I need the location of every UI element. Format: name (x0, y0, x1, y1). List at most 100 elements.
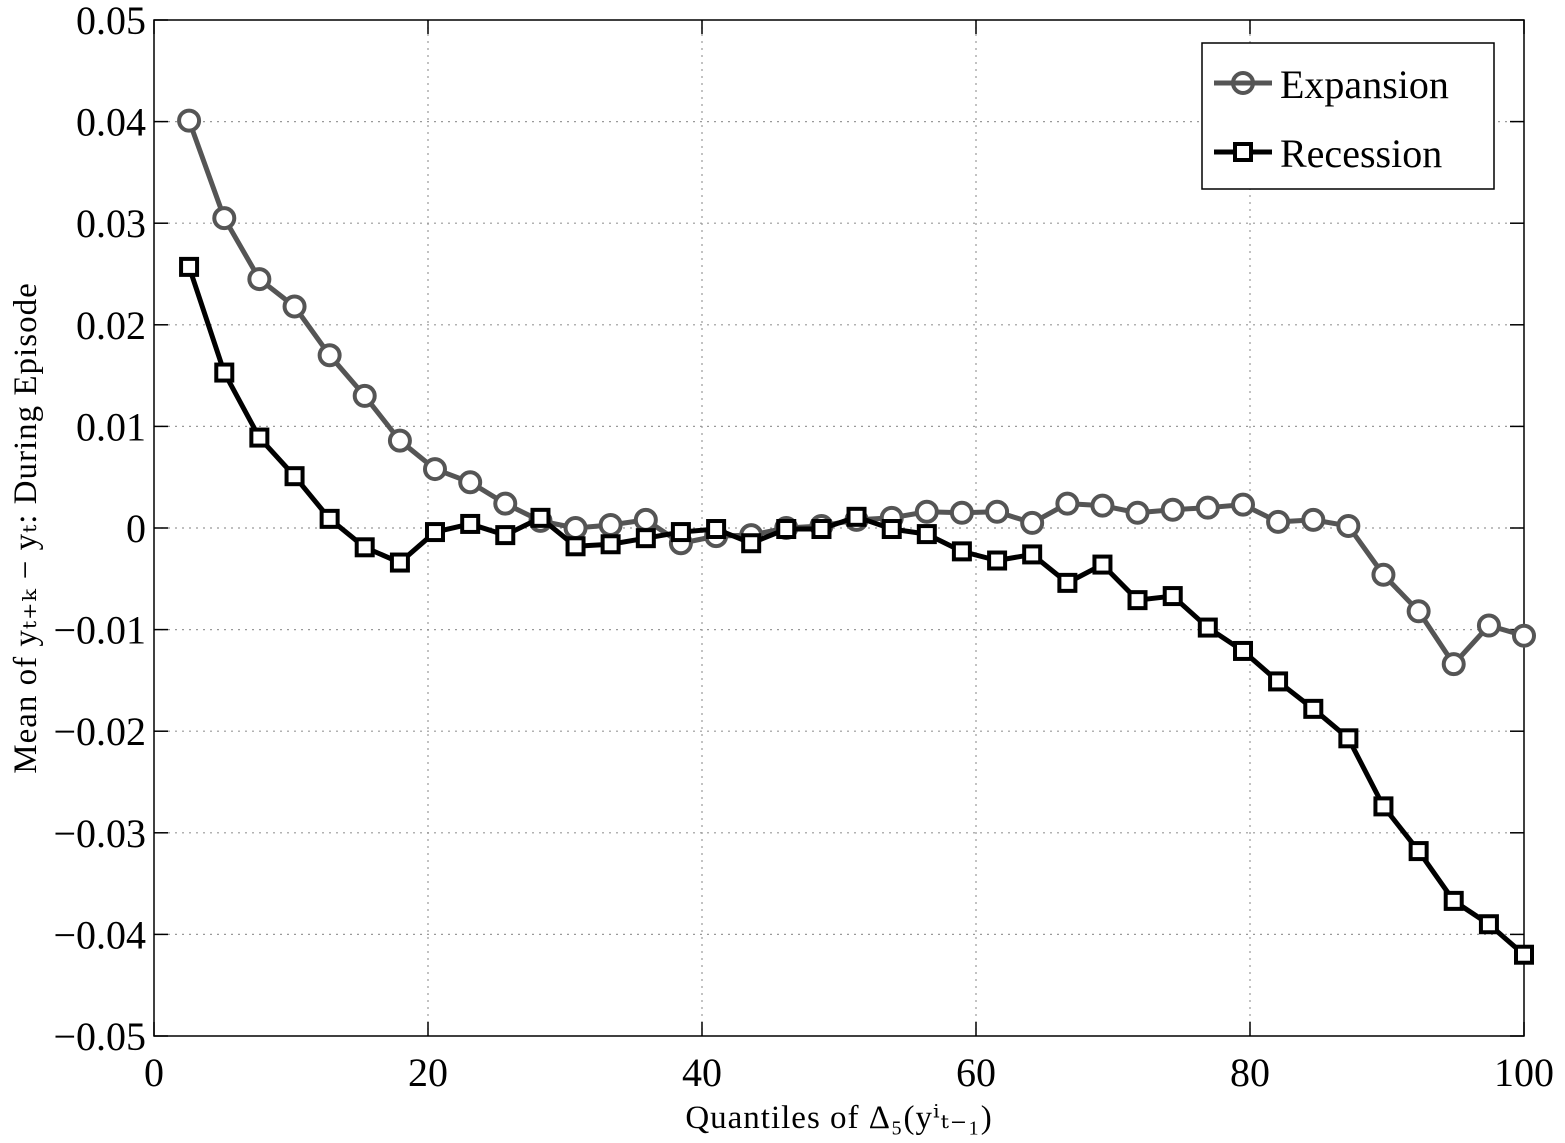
recession-point (530, 507, 551, 528)
expansion-point (177, 108, 202, 133)
expansion-point (352, 383, 377, 408)
recession-point (354, 537, 375, 558)
x-axis-label: Quantiles of Δ₅(yⁱₜ₋₁) (685, 1100, 992, 1136)
legend-marker-recession (1233, 142, 1253, 162)
expansion-point (914, 499, 939, 524)
recession-point (1092, 554, 1113, 575)
y-tick-label: 0.01 (76, 404, 146, 449)
expansion-point (212, 206, 237, 231)
expansion-point (1336, 513, 1361, 538)
recession-point (1478, 914, 1499, 935)
recession-point (1057, 572, 1078, 593)
y-tick-label: −0.04 (53, 912, 146, 957)
recession-point (846, 506, 867, 527)
recession-point (706, 519, 727, 540)
series-recession (179, 256, 1534, 965)
expansion-point (1301, 507, 1326, 532)
recession-point (319, 508, 340, 529)
x-tick-label: 0 (144, 1050, 164, 1095)
recession-point (1514, 944, 1534, 965)
expansion-point (282, 294, 307, 319)
recession-point (565, 536, 586, 557)
recession-point (776, 519, 797, 540)
recession-point (670, 522, 691, 543)
legend-box (1201, 42, 1495, 190)
recession-point (1408, 841, 1429, 862)
y-tick-label: −0.03 (53, 811, 146, 856)
axes: 0 20 40 60 80 100 −0.05 −0.04 −0.03 −0.02 −0.01 0 0.… (53, 0, 1554, 1095)
x-tick-label: 100 (1494, 1050, 1554, 1095)
expansion-point (1512, 623, 1536, 648)
y-axis-label: Mean of yₜ₊ₖ − yₜ: During Episode (8, 282, 44, 773)
recession-point (1197, 617, 1218, 638)
y-tick-label: 0 (126, 506, 146, 551)
y-tick-label: 0.03 (76, 201, 146, 246)
series-expansion (177, 108, 1536, 677)
recession-point (1373, 796, 1394, 817)
recession-point (741, 533, 762, 554)
recession-point (1022, 544, 1043, 565)
recession-point (214, 362, 235, 383)
expansion-point (949, 500, 974, 525)
expansion-point (633, 507, 658, 532)
recession-point (1268, 671, 1289, 692)
expansion-line (186, 119, 1525, 667)
x-tick-label: 40 (682, 1050, 722, 1095)
expansion-point (422, 457, 447, 482)
recession-point (249, 427, 270, 448)
expansion-point (1125, 500, 1150, 525)
recession-point (179, 256, 200, 277)
legend-label-recession: Recession (1280, 131, 1442, 176)
series-layer (177, 108, 1536, 965)
recession-point (495, 525, 516, 546)
recession-point (1162, 586, 1183, 607)
expansion-point (1020, 510, 1045, 535)
recession-point (881, 519, 902, 540)
recession-point (424, 522, 445, 543)
recession-point (1338, 728, 1359, 749)
expansion-point (1406, 599, 1431, 624)
expansion-point (458, 470, 483, 495)
y-tick-label: 0.04 (76, 100, 146, 145)
y-tick-label: 0.05 (76, 0, 146, 43)
recession-line (186, 266, 1526, 957)
recession-point (1443, 890, 1464, 911)
recession-point (1127, 590, 1148, 611)
x-tick-label: 20 (408, 1050, 448, 1095)
legend: Expansion Recession (1201, 42, 1495, 190)
expansion-point (247, 267, 272, 292)
recession-point (600, 534, 621, 555)
recession-point (389, 552, 410, 573)
expansion-point (493, 491, 518, 516)
expansion-point (598, 512, 623, 537)
expansion-point (1090, 493, 1115, 518)
y-tick-label: −0.02 (53, 709, 146, 754)
expansion-point (563, 516, 588, 540)
recession-point (916, 524, 937, 545)
recession-point (811, 519, 832, 540)
y-tick-label: 0.02 (76, 303, 146, 348)
recession-point (1303, 698, 1324, 719)
recession-point (284, 466, 305, 487)
expansion-point (1231, 492, 1256, 517)
expansion-point (1371, 562, 1396, 587)
y-tick-label: −0.05 (53, 1014, 146, 1059)
y-tick-label: −0.01 (53, 608, 146, 653)
recession-point (460, 513, 481, 534)
plot-frame (153, 19, 1525, 1037)
x-tick-label: 60 (956, 1050, 996, 1095)
expansion-point (985, 499, 1010, 524)
x-tick-label: 80 (1230, 1050, 1270, 1095)
recession-point (635, 528, 656, 549)
legend-marker-expansion (1231, 71, 1255, 95)
expansion-point (387, 428, 412, 453)
expansion-point (1195, 495, 1220, 520)
recession-point (951, 541, 972, 562)
expansion-point (1266, 509, 1291, 534)
expansion-point (1055, 491, 1080, 516)
legend-label-expansion: Expansion (1280, 62, 1449, 107)
recession-point (987, 550, 1008, 571)
expansion-point (1160, 497, 1185, 522)
expansion-point (317, 343, 342, 368)
